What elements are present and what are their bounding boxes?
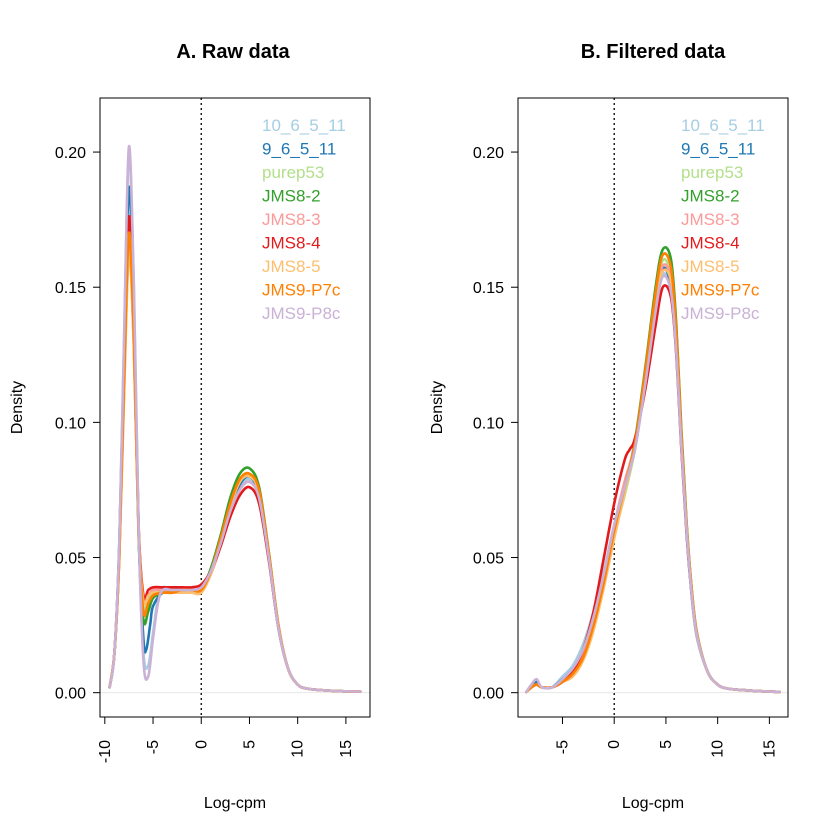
legend-entry: JMS8-5 bbox=[262, 257, 321, 276]
plot-frame bbox=[517, 97, 789, 718]
x-axis-label: Log-cpm bbox=[204, 795, 266, 812]
legend-entry: JMS9-P8c bbox=[262, 304, 341, 323]
x-axis-label: Log-cpm bbox=[622, 795, 684, 812]
panel-filtered-data: B. Filtered data -5 0 5 10 15 0.00 0.05 0.10 0.15… bbox=[429, 41, 789, 812]
chart-title: A. Raw data bbox=[176, 41, 290, 63]
y-tick-label: 0.10 bbox=[473, 415, 504, 432]
legend-entry: 10_6_5_11 bbox=[681, 116, 765, 135]
x-axis: -10 -5 0 5 10 15 bbox=[97, 716, 355, 763]
series-line-JMS9-P8c bbox=[525, 274, 781, 694]
series-lines bbox=[525, 246, 781, 694]
x-tick-label: -5 bbox=[554, 740, 571, 754]
x-tick-label: 0 bbox=[193, 740, 210, 749]
legend-entry: JMS8-2 bbox=[681, 187, 740, 206]
legend-entry: JMS8-2 bbox=[262, 187, 321, 206]
series-line-JMS9-P7c bbox=[108, 231, 362, 693]
series-line-JMS9-P8c bbox=[108, 144, 362, 693]
legend-entry: purep53 bbox=[262, 163, 324, 182]
y-tick-label: 0.00 bbox=[55, 686, 86, 703]
x-tick-label: -10 bbox=[97, 740, 114, 763]
y-tick-label: 0.10 bbox=[55, 415, 86, 432]
panel-raw-data: A. Raw data-10 -5 0 5 10 150.000.050.100.150.… bbox=[9, 41, 371, 812]
legend: 10_6_5_11 9_6_5_11 purep53 JMS8-2 JMS8-3 JMS8… bbox=[262, 116, 346, 323]
x-tick-label: 10 bbox=[290, 740, 307, 758]
y-axis-label: Density bbox=[429, 381, 446, 434]
x-tick-label: 0 bbox=[606, 740, 623, 749]
legend-entry: 9_6_5_11 bbox=[262, 140, 336, 159]
legend-entry: JMS8-5 bbox=[681, 257, 740, 276]
legend-entry: JMS8-3 bbox=[262, 210, 321, 229]
legend-entry: JMS8-4 bbox=[262, 234, 321, 253]
chart-title: B. Filtered data bbox=[581, 41, 726, 63]
legend-entry: purep53 bbox=[681, 163, 743, 182]
x-tick-label: 5 bbox=[658, 740, 675, 749]
x-tick-label: 15 bbox=[338, 740, 355, 758]
legend-entry: JMS9-P8c bbox=[681, 304, 760, 323]
y-axis: 0.00 0.05 0.10 0.15 0.20 bbox=[55, 145, 100, 703]
y-axis: 0.00 0.05 0.10 0.15 0.20 bbox=[473, 145, 518, 703]
legend-entry: 10_6_5_11 bbox=[262, 116, 346, 135]
x-tick-label: 15 bbox=[761, 740, 778, 758]
y-tick-label: 0.15 bbox=[473, 280, 504, 297]
legend-entry: JMS8-3 bbox=[681, 210, 740, 229]
legend-entry: 9_6_5_11 bbox=[681, 140, 755, 159]
legend: 10_6_5_11 9_6_5_11 purep53 JMS8-2 JMS8-3 JMS8… bbox=[681, 116, 765, 323]
x-axis: -5 0 5 10 15 bbox=[554, 716, 778, 758]
y-tick-label: 0.20 bbox=[473, 145, 504, 162]
legend-entry: JMS9-P7c bbox=[262, 281, 341, 300]
series-line-JMS8-4 bbox=[525, 284, 781, 694]
legend-entry: JMS8-4 bbox=[681, 234, 740, 253]
series-lines bbox=[108, 144, 362, 693]
y-tick-label: 0.15 bbox=[55, 280, 86, 297]
x-tick-label: 5 bbox=[241, 740, 258, 749]
y-axis-label: Density bbox=[9, 381, 26, 434]
x-tick-label: 10 bbox=[710, 740, 727, 758]
x-tick-label: -5 bbox=[145, 740, 162, 754]
y-tick-label: 0.00 bbox=[473, 686, 504, 703]
y-tick-label: 0.05 bbox=[55, 551, 86, 568]
y-tick-label: 0.20 bbox=[55, 145, 86, 162]
legend-entry: JMS9-P7c bbox=[681, 281, 760, 300]
y-tick-label: 0.05 bbox=[473, 551, 504, 568]
